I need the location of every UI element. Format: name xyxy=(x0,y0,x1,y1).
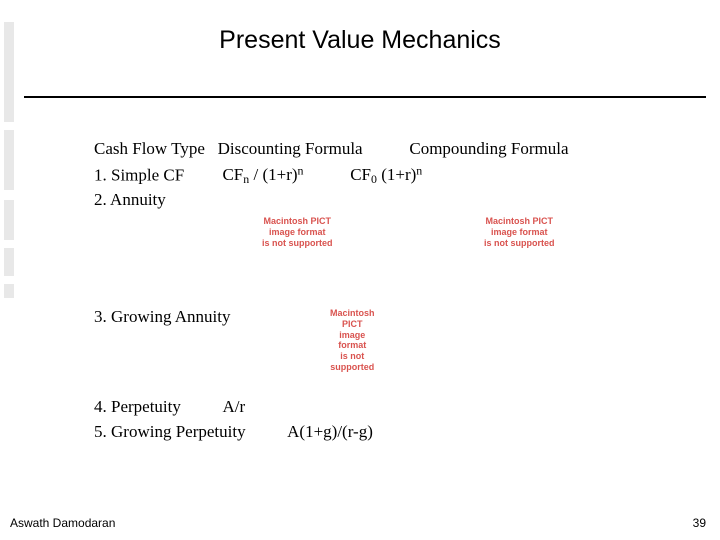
row-perpetuity: 4. Perpetuity A/r xyxy=(94,396,373,419)
decor-bar xyxy=(4,200,14,240)
rows-perpetuity-block: 4. Perpetuity A/r 5. Growing Perpetuity … xyxy=(94,396,373,446)
row-label: 4. Perpetuity xyxy=(94,397,181,416)
disc-formula: CFn / (1+r)n xyxy=(222,165,303,184)
row-label: 5. Growing Perpetuity xyxy=(94,422,246,441)
disc-formula: A(1+g)/(r-g) xyxy=(287,422,373,441)
row-growing-annuity-block: 3. Growing Annuity Macintosh PICT image … xyxy=(94,306,230,331)
row-label: 2. Annuity xyxy=(94,190,166,209)
col-header-type: Cash Flow Type xyxy=(94,139,205,158)
decor-bar xyxy=(4,284,14,298)
pict-error-icon: Macintosh PICT image format is not suppo… xyxy=(484,210,555,248)
pict-error-icon: Macintosh PICT image format is not suppo… xyxy=(330,302,375,373)
pict-error-icon: Macintosh PICT image format is not suppo… xyxy=(262,210,333,248)
decor-bar xyxy=(4,248,14,276)
row-growing-perpetuity: 5. Growing Perpetuity A(1+g)/(r-g) xyxy=(94,421,373,444)
header-row: Cash Flow Type Discounting Formula Compo… xyxy=(94,138,680,161)
row-label: 3. Growing Annuity xyxy=(94,307,230,326)
row-label: 1. Simple CF xyxy=(94,165,184,184)
row-growing-annuity: 3. Growing Annuity xyxy=(94,306,230,329)
col-header-disc: Discounting Formula xyxy=(218,139,363,158)
comp-formula: CF0 (1+r)n xyxy=(350,165,422,184)
row-annuity: 2. Annuity xyxy=(94,189,680,212)
footer-author: Aswath Damodaran xyxy=(10,516,115,530)
row-simple-cf: 1. Simple CF CFn / (1+r)n CF0 (1+r)n xyxy=(94,163,680,187)
title-underline xyxy=(24,96,706,98)
slide-body: Cash Flow Type Discounting Formula Compo… xyxy=(94,138,680,214)
footer-page-number: 39 xyxy=(693,516,706,530)
decor-bar xyxy=(4,130,14,190)
disc-formula: A/r xyxy=(222,397,245,416)
slide-title: Present Value Mechanics xyxy=(0,26,720,55)
col-header-comp: Compounding Formula xyxy=(409,139,568,158)
